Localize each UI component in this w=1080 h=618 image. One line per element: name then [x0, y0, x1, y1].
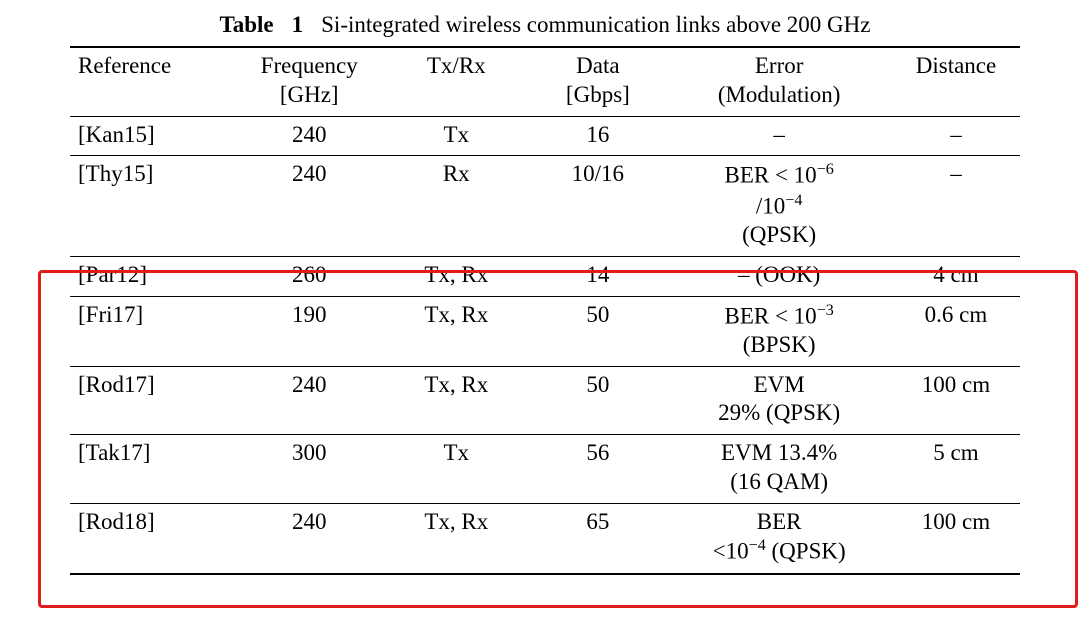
cell-txrx: Rx — [383, 156, 529, 257]
cell-error: EVM 13.4%(16 QAM) — [666, 435, 892, 504]
caption-title: Si-integrated wireless communication lin… — [321, 12, 870, 37]
cell-distance: – — [892, 116, 1020, 156]
table-caption: Table 1 Si-integrated wireless communicati… — [70, 12, 1020, 38]
table-container: Table 1 Si-integrated wireless communicati… — [0, 0, 1080, 575]
cell-error: BER < 10−6/10−4(QPSK) — [666, 156, 892, 257]
cell-data: 14 — [529, 256, 666, 296]
cell-frequency: 300 — [235, 435, 383, 504]
col-header-frequency: Frequency [GHz] — [235, 47, 383, 116]
caption-number: 1 — [292, 12, 304, 37]
cell-reference: [Rod18] — [70, 503, 235, 574]
table-row: [Fri17]190Tx, Rx50BER < 10−3(BPSK)0.6 cm — [70, 296, 1020, 366]
cell-frequency: 240 — [235, 116, 383, 156]
table-row: [Tak17]300Tx56EVM 13.4%(16 QAM)5 cm — [70, 435, 1020, 504]
cell-data: 65 — [529, 503, 666, 574]
cell-error: – (OOK) — [666, 256, 892, 296]
cell-error: BER<10−4 (QPSK) — [666, 503, 892, 574]
cell-frequency: 190 — [235, 296, 383, 366]
col-header-data: Data [Gbps] — [529, 47, 666, 116]
cell-distance: – — [892, 156, 1020, 257]
cell-frequency: 260 — [235, 256, 383, 296]
cell-reference: [Thy15] — [70, 156, 235, 257]
cell-distance: 0.6 cm — [892, 296, 1020, 366]
col-header-error: Error (Modulation) — [666, 47, 892, 116]
cell-data: 56 — [529, 435, 666, 504]
cell-distance: 100 cm — [892, 503, 1020, 574]
col-header-txrx: Tx/Rx — [383, 47, 529, 116]
cell-error: – — [666, 116, 892, 156]
table-body: [Kan15]240Tx16––[Thy15]240Rx10/16BER < 1… — [70, 116, 1020, 574]
cell-data: 50 — [529, 296, 666, 366]
col-header-reference: Reference — [70, 47, 235, 116]
cell-reference: [Tak17] — [70, 435, 235, 504]
data-table: Reference Frequency [GHz] Tx/Rx Data [Gb… — [70, 46, 1020, 575]
cell-frequency: 240 — [235, 366, 383, 435]
caption-label: Table — [220, 12, 274, 37]
header-row: Reference Frequency [GHz] Tx/Rx Data [Gb… — [70, 47, 1020, 116]
cell-frequency: 240 — [235, 156, 383, 257]
cell-reference: [Par12] — [70, 256, 235, 296]
cell-distance: 4 cm — [892, 256, 1020, 296]
table-row: [Par12]260Tx, Rx14– (OOK)4 cm — [70, 256, 1020, 296]
cell-txrx: Tx, Rx — [383, 503, 529, 574]
cell-data: 50 — [529, 366, 666, 435]
table-row: [Rod17]240Tx, Rx50EVM29% (QPSK)100 cm — [70, 366, 1020, 435]
cell-error: EVM29% (QPSK) — [666, 366, 892, 435]
col-header-distance: Distance — [892, 47, 1020, 116]
cell-data: 10/16 — [529, 156, 666, 257]
table-row: [Kan15]240Tx16–– — [70, 116, 1020, 156]
cell-distance: 100 cm — [892, 366, 1020, 435]
table-row: [Rod18]240Tx, Rx65BER<10−4 (QPSK)100 cm — [70, 503, 1020, 574]
cell-frequency: 240 — [235, 503, 383, 574]
cell-reference: [Fri17] — [70, 296, 235, 366]
cell-data: 16 — [529, 116, 666, 156]
cell-txrx: Tx, Rx — [383, 296, 529, 366]
cell-txrx: Tx — [383, 435, 529, 504]
cell-txrx: Tx, Rx — [383, 366, 529, 435]
cell-distance: 5 cm — [892, 435, 1020, 504]
cell-reference: [Kan15] — [70, 116, 235, 156]
cell-error: BER < 10−3(BPSK) — [666, 296, 892, 366]
table-row: [Thy15]240Rx10/16BER < 10−6/10−4(QPSK)– — [70, 156, 1020, 257]
cell-reference: [Rod17] — [70, 366, 235, 435]
cell-txrx: Tx, Rx — [383, 256, 529, 296]
cell-txrx: Tx — [383, 116, 529, 156]
